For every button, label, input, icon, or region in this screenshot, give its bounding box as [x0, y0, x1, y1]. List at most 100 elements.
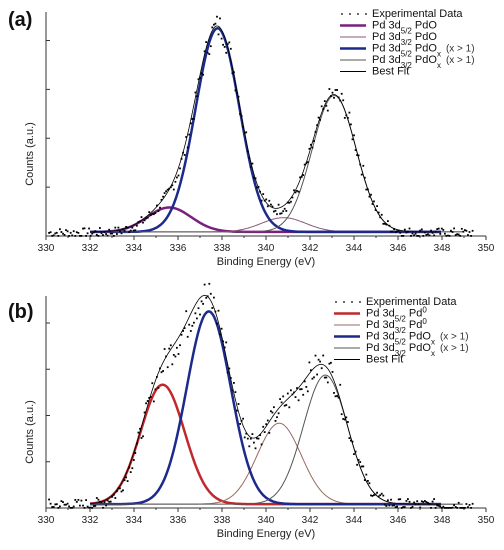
data-point: [180, 158, 183, 160]
data-point: [397, 498, 400, 501]
data-point: [55, 503, 58, 506]
data-point: [333, 96, 335, 99]
data-point: [211, 26, 214, 29]
component-curve: [90, 27, 441, 234]
x-tick-label: 348: [434, 243, 451, 254]
data-point: [95, 233, 98, 236]
data-point: [380, 213, 383, 216]
legend-entry: Pd 3d3/2 Pd0: [366, 317, 427, 335]
data-point: [92, 505, 95, 507]
data-point: [330, 95, 332, 97]
data-point: [185, 310, 188, 313]
data-point: [176, 176, 178, 179]
data-point: [193, 321, 195, 324]
data-point: [199, 77, 201, 79]
data-point: [122, 489, 124, 492]
data-point: [79, 504, 81, 507]
data-point: [237, 95, 240, 98]
data-point: [220, 327, 223, 330]
data-point: [306, 390, 309, 393]
data-point: [444, 507, 446, 509]
data-point: [245, 432, 248, 435]
data-point: [137, 431, 140, 434]
data-point: [408, 227, 411, 230]
data-point: [411, 232, 414, 235]
data-point: [62, 232, 64, 235]
data-point: [354, 450, 357, 453]
data-point: [154, 212, 157, 214]
data-point: [54, 232, 57, 235]
data-point: [303, 380, 306, 383]
data-point: [266, 419, 269, 422]
data-point: [226, 371, 229, 374]
data-point: [454, 506, 457, 508]
data-point: [414, 503, 417, 506]
data-point: [470, 235, 472, 237]
data-point: [143, 219, 146, 222]
data-point: [94, 505, 97, 507]
data-point: [68, 235, 70, 237]
data-point: [217, 33, 220, 36]
data-point: [185, 136, 188, 138]
y-axis-title: Counts (a.u.): [24, 122, 36, 186]
data-point: [254, 447, 257, 450]
data-point: [462, 507, 465, 509]
x-axis-title: Binding Energy (eV): [217, 528, 315, 540]
data-point: [119, 487, 121, 490]
data-point: [343, 418, 346, 421]
legend-entry: Experimental Data: [372, 8, 463, 20]
data-point: [132, 459, 135, 461]
data-point: [436, 504, 439, 507]
data-point: [143, 411, 146, 414]
data-point: [88, 227, 90, 230]
data-point: [425, 234, 428, 236]
data-point: [425, 501, 428, 503]
data-point: [428, 234, 431, 237]
data-point: [419, 229, 422, 232]
data-point: [317, 116, 320, 119]
data-point: [396, 230, 398, 233]
data-point: [299, 388, 301, 391]
x-tick-label: 334: [126, 243, 143, 254]
data-point: [388, 224, 391, 227]
data-point: [394, 231, 397, 234]
data-point: [189, 330, 192, 332]
data-point: [320, 367, 323, 370]
data-point: [116, 490, 118, 493]
data-point: [142, 221, 144, 224]
data-point: [308, 147, 311, 150]
data-point: [439, 505, 442, 508]
data-point: [262, 425, 265, 428]
data-point: [343, 117, 346, 119]
data-point: [242, 417, 244, 420]
data-point: [154, 388, 157, 391]
data-point: [172, 188, 175, 191]
data-point: [280, 212, 283, 215]
data-point: [189, 122, 192, 125]
data-point: [197, 307, 200, 310]
data-point: [49, 231, 52, 234]
data-point: [417, 503, 420, 506]
data-point: [442, 229, 445, 231]
data-point: [71, 507, 74, 509]
data-point: [427, 501, 429, 504]
data-point: [86, 232, 89, 235]
data-point: [351, 138, 354, 141]
data-point: [74, 235, 77, 237]
data-point: [122, 228, 124, 231]
data-point: [196, 95, 198, 98]
data-point: [434, 230, 437, 233]
panel-label: (b): [8, 301, 34, 323]
data-point: [471, 502, 474, 505]
data-point: [199, 313, 201, 316]
data-point: [249, 166, 252, 169]
data-point: [205, 296, 208, 299]
data-point: [145, 217, 147, 220]
data-point: [468, 504, 471, 506]
data-point: [302, 174, 305, 176]
data-point: [236, 409, 238, 412]
data-point: [80, 499, 83, 502]
data-point: [413, 501, 415, 504]
data-point: [102, 234, 104, 236]
data-point: [390, 230, 392, 233]
